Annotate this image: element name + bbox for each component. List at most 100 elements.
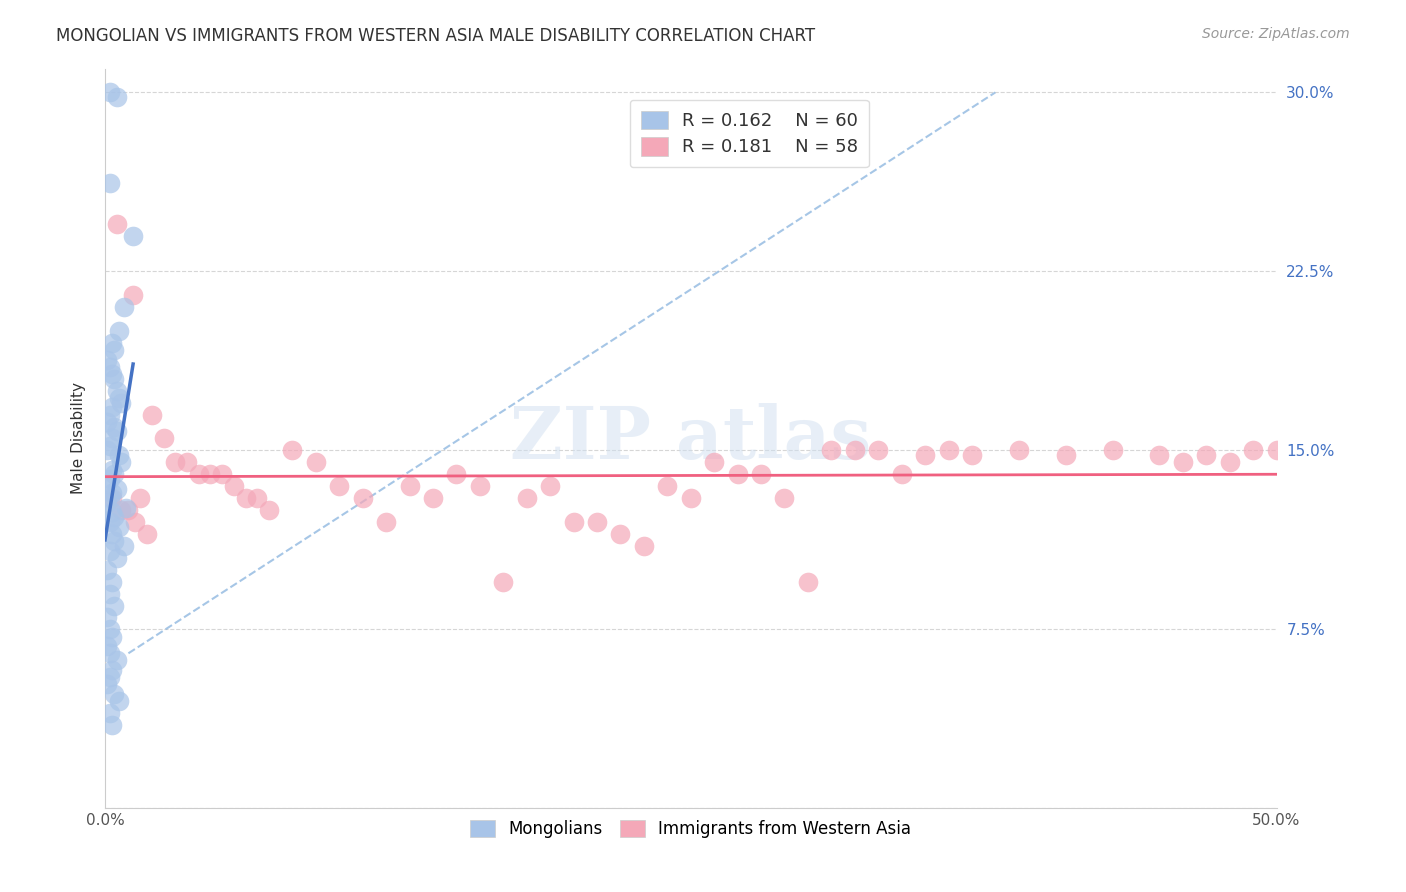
Point [101, 527, 124, 541]
Point [96, 639, 118, 653]
Point [914, 448, 936, 462]
Point [105, 384, 128, 398]
Point [938, 443, 960, 458]
Point [98, 359, 121, 374]
Point [112, 300, 135, 314]
Point [101, 401, 124, 415]
Point [101, 663, 124, 677]
Point [200, 467, 222, 482]
Point [1219, 455, 1241, 469]
Point [375, 515, 398, 529]
Point [141, 408, 163, 422]
Point [211, 467, 233, 482]
Point [101, 462, 124, 476]
Point [110, 455, 132, 469]
Point [103, 343, 125, 358]
Point [398, 479, 420, 493]
Point [187, 467, 209, 482]
Point [562, 515, 585, 529]
Point [657, 479, 679, 493]
Point [105, 482, 128, 496]
Point [679, 491, 702, 505]
Point [103, 510, 125, 524]
Point [1101, 443, 1123, 458]
Point [103, 687, 125, 701]
Point [235, 491, 257, 505]
Point [152, 432, 174, 446]
Point [96, 563, 118, 577]
Text: Source: ZipAtlas.com: Source: ZipAtlas.com [1202, 27, 1350, 41]
Point [136, 527, 159, 541]
Point [101, 486, 124, 500]
Point [103, 372, 125, 386]
Point [538, 479, 561, 493]
Point [103, 599, 125, 613]
Point [105, 550, 128, 565]
Point [820, 443, 842, 458]
Point [727, 467, 749, 482]
Point [98, 587, 121, 601]
Point [105, 90, 128, 104]
Point [108, 324, 131, 338]
Point [103, 467, 125, 482]
Y-axis label: Male Disability: Male Disability [72, 383, 86, 494]
Point [101, 432, 124, 446]
Point [222, 479, 245, 493]
Point [844, 443, 866, 458]
Point [98, 439, 121, 453]
Point [328, 479, 350, 493]
Point [516, 491, 538, 505]
Point [101, 367, 124, 381]
Point [98, 86, 121, 100]
Point [352, 491, 374, 505]
Text: MONGOLIAN VS IMMIGRANTS FROM WESTERN ASIA MALE DISABILITY CORRELATION CHART: MONGOLIAN VS IMMIGRANTS FROM WESTERN ASI… [56, 27, 815, 45]
Point [257, 503, 280, 517]
Point [117, 503, 139, 517]
Point [108, 448, 131, 462]
Point [749, 467, 772, 482]
Point [108, 694, 131, 708]
Point [586, 515, 609, 529]
Point [960, 448, 983, 462]
Point [246, 491, 269, 505]
Point [105, 425, 128, 439]
Point [98, 176, 121, 190]
Point [108, 391, 131, 405]
Point [703, 455, 725, 469]
Text: ZIP atlas: ZIP atlas [510, 403, 872, 474]
Point [96, 476, 118, 491]
Point [98, 543, 121, 558]
Point [112, 539, 135, 553]
Point [98, 706, 121, 720]
Point [98, 515, 121, 529]
Point [165, 455, 187, 469]
Point [98, 472, 121, 486]
Point [1171, 455, 1194, 469]
Point [609, 527, 631, 541]
Point [96, 415, 118, 429]
Point [101, 506, 124, 520]
Point [1241, 443, 1264, 458]
Point [633, 539, 655, 553]
Point [98, 408, 121, 422]
Point [96, 352, 118, 367]
Point [103, 534, 125, 549]
Point [176, 455, 198, 469]
Point [96, 496, 118, 510]
Point [773, 491, 796, 505]
Point [122, 228, 145, 243]
Point [101, 574, 124, 589]
Point [1149, 448, 1171, 462]
Point [96, 610, 118, 624]
Point [1054, 448, 1077, 462]
Point [101, 491, 124, 505]
Point [797, 574, 820, 589]
Point [468, 479, 491, 493]
Point [101, 336, 124, 351]
Point [122, 288, 145, 302]
Point [98, 646, 121, 660]
Point [868, 443, 890, 458]
Point [96, 443, 118, 458]
Point [101, 718, 124, 732]
Point [98, 623, 121, 637]
